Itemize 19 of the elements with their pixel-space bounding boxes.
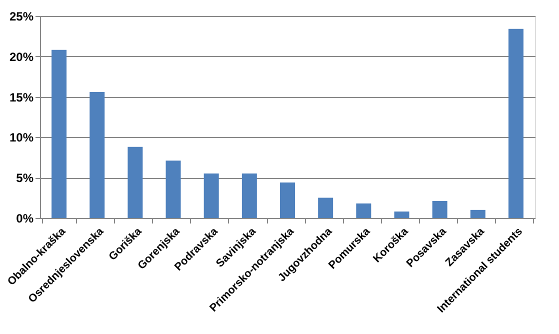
bar <box>280 182 295 218</box>
bar <box>242 174 257 218</box>
y-tick-label: 5% <box>16 171 34 186</box>
bar <box>204 174 219 218</box>
bar <box>128 146 143 218</box>
y-tick-label: 10% <box>9 130 34 145</box>
bar <box>166 160 181 218</box>
y-tick-label: 15% <box>9 90 34 104</box>
bar <box>470 210 486 218</box>
bar <box>432 201 448 218</box>
bar <box>318 198 334 218</box>
y-tick-label: 20% <box>9 50 34 64</box>
bar <box>356 203 372 218</box>
y-tick-label: 25% <box>9 10 34 24</box>
bar <box>90 92 105 218</box>
bar <box>394 212 410 218</box>
y-tick-label: 0% <box>16 212 34 226</box>
bar <box>52 50 67 218</box>
bar <box>508 28 524 218</box>
